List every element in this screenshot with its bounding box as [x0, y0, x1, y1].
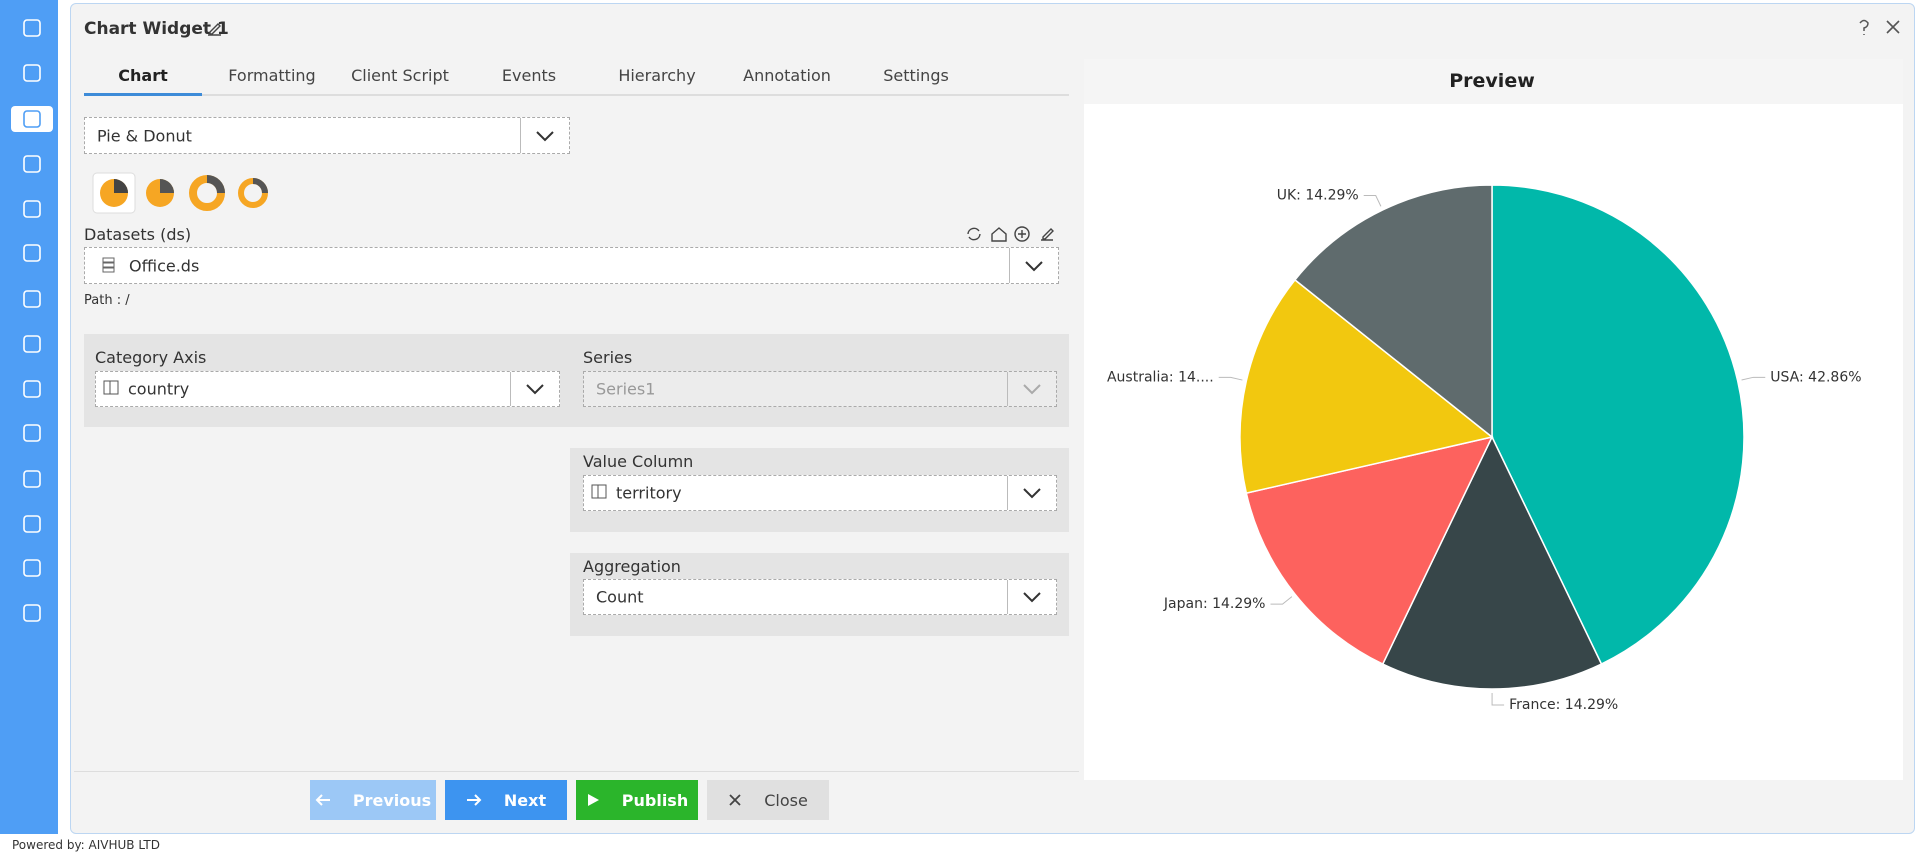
tab[interactable]: Client Script	[351, 66, 449, 85]
series-label: Series	[583, 348, 633, 367]
label-leader	[1270, 596, 1293, 605]
datasets-label: Datasets (ds)	[84, 225, 192, 244]
aggregation-label: Aggregation	[583, 557, 681, 576]
sidebar-icon	[23, 515, 41, 533]
dropdown-arrow	[1007, 476, 1041, 510]
aggregation-value: Count	[596, 587, 644, 607]
publish-button[interactable]: Publish	[576, 780, 698, 820]
tab[interactable]: Annotation	[743, 66, 831, 85]
pie-slice	[1245, 435, 1494, 666]
data-label: France: 14.29%	[1509, 697, 1618, 713]
label-leader	[1218, 376, 1243, 381]
sidebar	[0, 0, 58, 834]
dropdown-arrow	[1009, 248, 1043, 283]
chart-type-select[interactable]: Pie & Donut	[84, 117, 570, 154]
window-controls[interactable]	[1855, 17, 1905, 39]
pie-slice	[1239, 278, 1494, 495]
pie-chart: USA: 42.86% France: 14.29% Japan: 14.29% Au…	[1084, 104, 1903, 780]
sidebar-icon	[23, 290, 41, 308]
dataset-actions[interactable]	[964, 224, 1060, 244]
column-icon	[103, 380, 119, 395]
sidebar-icon	[23, 19, 41, 37]
next-button[interactable]: Next	[445, 780, 567, 820]
sidebar-icons	[11, 19, 53, 622]
series-value: Series1	[596, 379, 656, 399]
button-label: Publish	[621, 790, 689, 810]
tab-bar-line	[84, 94, 1069, 96]
value-column-value: territory	[616, 483, 682, 503]
sidebar-icon	[23, 559, 41, 577]
x-icon	[729, 794, 741, 806]
tab[interactable]: Hierarchy	[618, 66, 696, 85]
db-icon	[102, 257, 115, 273]
button-label: Previous	[352, 790, 432, 810]
column-icon	[591, 484, 607, 499]
sidebar-icon	[23, 470, 41, 488]
pie-variants[interactable]	[92, 172, 282, 214]
sidebar-active	[11, 106, 53, 132]
button-label: Close	[764, 790, 808, 810]
data-label: USA: 42.86%	[1770, 369, 1861, 385]
pie-slice	[1381, 435, 1603, 690]
sidebar-icon	[23, 380, 41, 398]
dataset-value: Office.ds	[129, 256, 200, 275]
sidebar-icon	[23, 64, 41, 82]
sidebar-icon	[23, 244, 41, 262]
data-label: Japan: 14.29%	[1163, 596, 1266, 612]
value-column-select[interactable]: territory	[583, 475, 1057, 511]
footer-divider	[74, 771, 1079, 772]
category-axis-select[interactable]: country	[95, 371, 560, 407]
tab[interactable]: Events	[501, 66, 557, 85]
label-leader	[1491, 692, 1505, 706]
path-text: Path : /	[84, 293, 130, 308]
previous-button[interactable]: Previous	[310, 780, 436, 820]
category-axis-value: country	[128, 379, 190, 399]
button-label: Next	[503, 790, 547, 810]
tab[interactable]: Formatting	[228, 66, 316, 85]
arrow-right	[466, 794, 482, 806]
tab-active-underline	[84, 93, 202, 96]
preview-title: Preview	[1449, 70, 1535, 92]
label-leader	[1363, 195, 1382, 207]
pie-slice	[1491, 184, 1745, 666]
label-leader	[1741, 376, 1766, 381]
dropdown-arrow	[510, 372, 544, 406]
play-icon	[587, 794, 599, 806]
widget-title: Chart Widget 1	[84, 19, 229, 39]
chart-type-value: Pie & Donut	[97, 126, 192, 145]
value-column-label: Value Column	[583, 452, 694, 471]
dropdown-arrow	[1007, 372, 1041, 406]
data-label: UK: 14.29%	[1277, 188, 1359, 204]
dropdown-arrow	[1007, 580, 1041, 614]
sidebar-icon	[23, 424, 41, 442]
footer-text: Powered by: AIVHUB LTD	[12, 838, 160, 852]
aggregation-select[interactable]: Count	[583, 579, 1057, 615]
arrow-left	[315, 794, 330, 806]
sidebar-icon	[23, 200, 41, 218]
close-button[interactable]: Close	[707, 780, 829, 820]
sidebar-icon	[23, 604, 41, 622]
pie-slice	[1293, 184, 1493, 439]
tab[interactable]: Chart	[118, 66, 168, 85]
data-label: Australia: 14....	[1107, 369, 1214, 385]
edit-icon[interactable]	[206, 20, 224, 38]
dropdown-arrow	[520, 118, 554, 153]
dataset-select[interactable]: Office.ds	[84, 247, 1059, 284]
sidebar-icon	[23, 335, 41, 353]
category-axis-label: Category Axis	[95, 348, 207, 367]
sidebar-icon	[23, 155, 41, 173]
sidebar-icon	[23, 110, 41, 128]
tab[interactable]: Settings	[883, 66, 949, 85]
series-select[interactable]: Series1	[583, 371, 1057, 407]
